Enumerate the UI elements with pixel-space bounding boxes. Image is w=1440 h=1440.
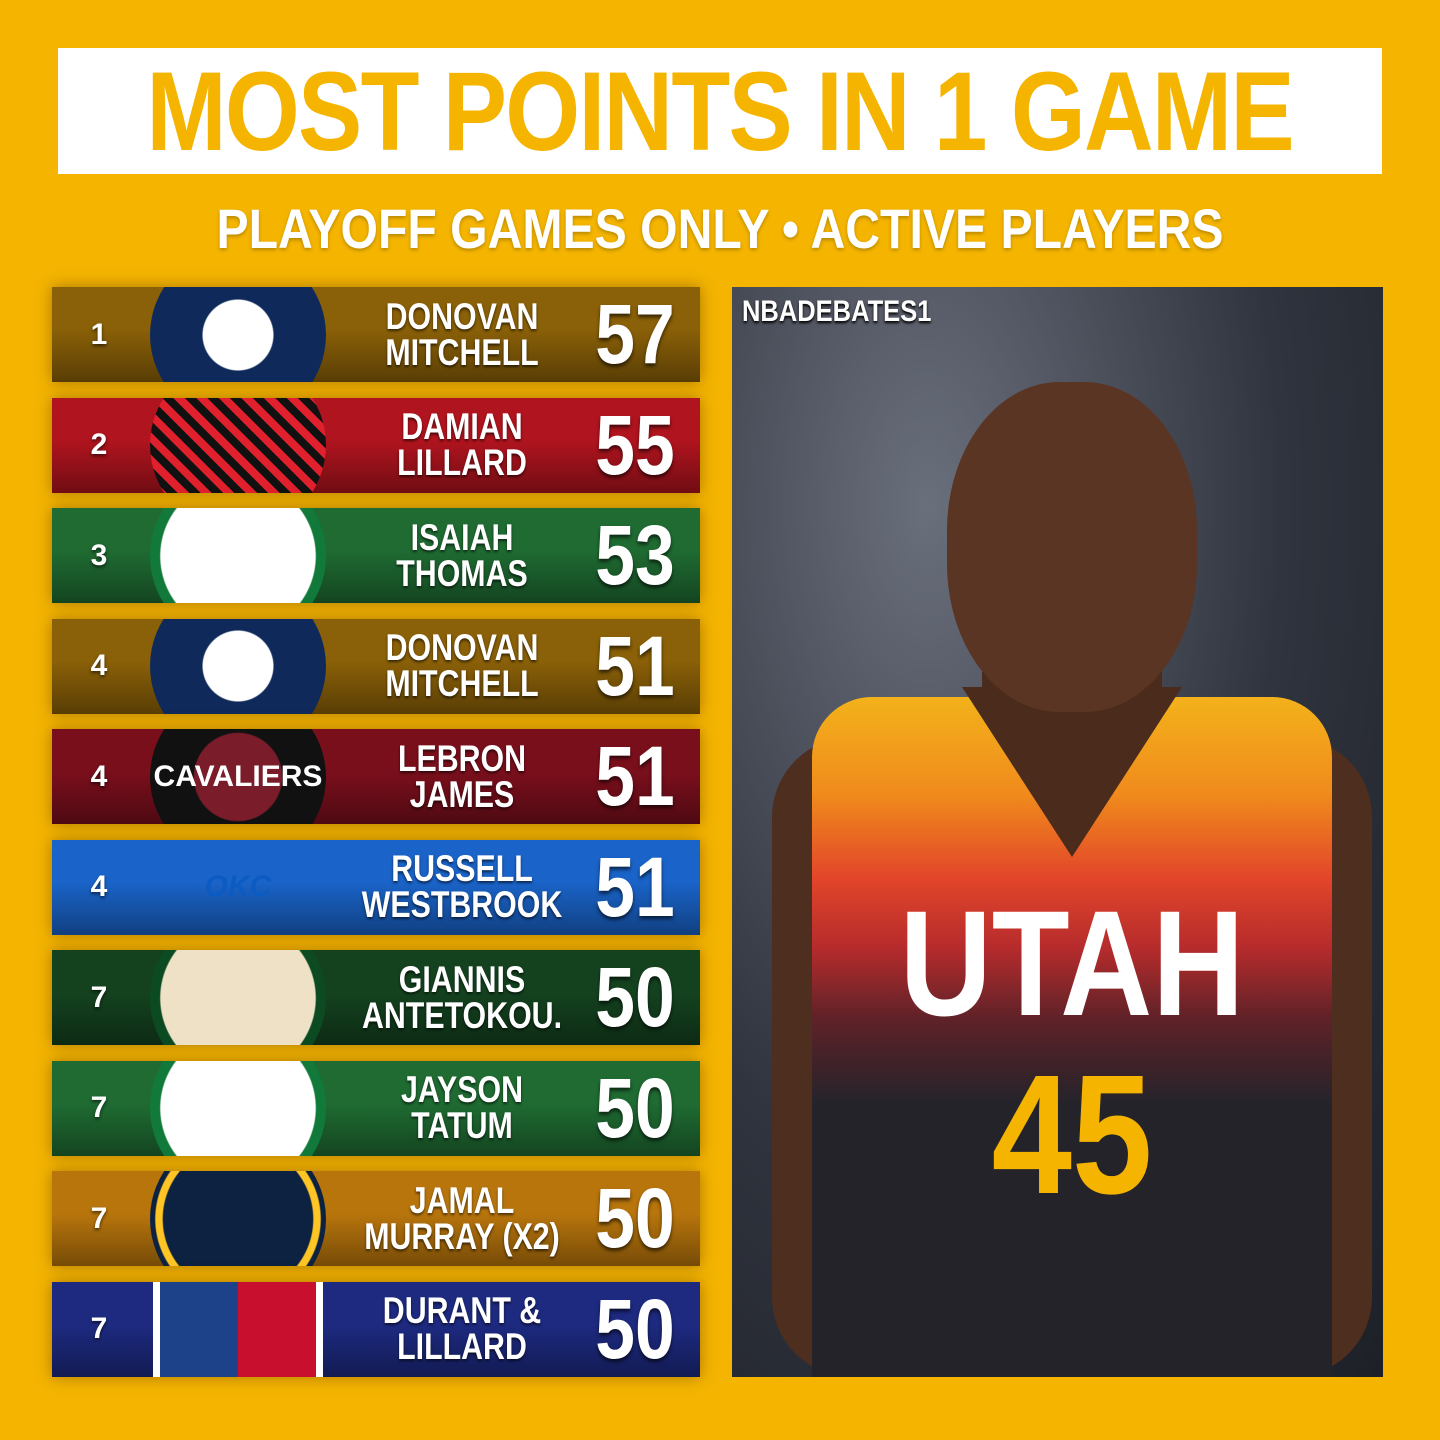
first-name: DURANT & bbox=[382, 1290, 542, 1331]
points: 51 bbox=[595, 839, 675, 934]
page-title: MOST POINTS IN 1 GAME bbox=[146, 48, 1295, 174]
last-name: MURRAY (X2) bbox=[364, 1215, 560, 1257]
subtitle: PLAYOFF GAMES ONLY • ACTIVE PLAYERS bbox=[216, 197, 1224, 260]
first-name: DONOVAN bbox=[385, 627, 539, 668]
nuggets-logo-icon bbox=[150, 1171, 326, 1266]
last-name: THOMAS bbox=[396, 552, 528, 594]
leaderboard-row: 7 GIANNIS ANTETOKOU. 50 bbox=[52, 950, 700, 1045]
player-name: DURANT & LILLARD bbox=[364, 1282, 561, 1377]
points: 50 bbox=[595, 1281, 675, 1376]
rank: 4 bbox=[90, 870, 108, 903]
player-name: DONOVAN MITCHELL bbox=[364, 287, 561, 382]
player-name: DAMIAN LILLARD bbox=[364, 398, 561, 493]
last-name: WESTBROOK bbox=[361, 884, 563, 925]
first-name: GIANNIS bbox=[398, 958, 526, 1000]
first-name: JAMAL bbox=[409, 1179, 515, 1221]
nba-logo-icon bbox=[150, 1281, 326, 1377]
leaderboard-row: 4 DONOVAN MITCHELL 51 bbox=[52, 618, 700, 714]
last-name: MITCHELL bbox=[385, 331, 539, 373]
rank: 3 bbox=[90, 538, 108, 572]
celtics-logo-icon bbox=[150, 508, 326, 603]
jersey: UTAH 45 bbox=[812, 687, 1332, 1377]
bucks-logo-icon bbox=[150, 950, 326, 1045]
watermark: NBADEBATES1 bbox=[742, 295, 932, 328]
points: 57 bbox=[595, 287, 675, 381]
first-name: DONOVAN bbox=[385, 295, 539, 337]
title-banner: MOST POINTS IN 1 GAME bbox=[58, 48, 1382, 174]
cavaliers-logo-icon: CAVALIERS bbox=[150, 729, 326, 824]
first-name: LEBRON bbox=[397, 737, 527, 779]
leaderboard-row: 7 JAMAL MURRAY (X2) 50 bbox=[52, 1171, 700, 1266]
rank: 4 bbox=[90, 649, 108, 682]
blazers-logo-icon bbox=[150, 397, 326, 493]
rank: 1 bbox=[90, 317, 108, 351]
points: 53 bbox=[595, 508, 675, 602]
leaderboard-row: 7 JAYSON TATUM 50 bbox=[52, 1060, 700, 1156]
last-name: JAMES bbox=[409, 773, 515, 815]
player-photo: UTAH 45 NBADEBATES1 bbox=[732, 287, 1383, 1377]
last-name: LILLARD bbox=[397, 1326, 527, 1367]
points: 51 bbox=[595, 618, 675, 713]
collar bbox=[962, 687, 1182, 857]
leaderboard-row: 2 DAMIAN LILLARD 55 bbox=[52, 397, 700, 493]
leaderboard-row: 3 ISAIAH THOMAS 53 bbox=[52, 508, 700, 603]
points: 50 bbox=[595, 1171, 675, 1265]
leaderboard-row: 7 DURANT & LILLARD 50 bbox=[52, 1281, 700, 1377]
points: 55 bbox=[595, 397, 675, 492]
points: 50 bbox=[595, 1060, 675, 1155]
rank: 4 bbox=[90, 759, 108, 793]
player-name: LEBRON JAMES bbox=[364, 729, 561, 824]
jersey-text: UTAH bbox=[899, 879, 1245, 1047]
jazz-logo-icon bbox=[150, 287, 326, 382]
points: 51 bbox=[595, 729, 675, 823]
jazz-logo-icon bbox=[150, 618, 326, 714]
first-name: DAMIAN bbox=[401, 406, 523, 447]
last-name: TATUM bbox=[411, 1105, 513, 1146]
player-name: RUSSELL WESTBROOK bbox=[361, 840, 563, 935]
player-name: JAMAL MURRAY (X2) bbox=[364, 1171, 561, 1266]
rank: 2 bbox=[90, 428, 108, 461]
leaderboard-row: 1 DONOVAN MITCHELL 57 bbox=[52, 287, 700, 382]
first-name: RUSSELL bbox=[391, 848, 533, 889]
last-name: LILLARD bbox=[397, 442, 527, 483]
celtics-logo-icon bbox=[150, 1060, 326, 1156]
last-name: MITCHELL bbox=[385, 663, 539, 704]
first-name: ISAIAH bbox=[410, 516, 514, 558]
last-name: ANTETOKOU. bbox=[361, 994, 563, 1036]
first-name: JAYSON bbox=[400, 1069, 523, 1110]
leaderboard-row: 4 CAVALIERS LEBRON JAMES 51 bbox=[52, 729, 700, 824]
player-name: JAYSON TATUM bbox=[364, 1061, 561, 1156]
player-name: DONOVAN MITCHELL bbox=[364, 619, 561, 714]
rank: 7 bbox=[90, 1312, 108, 1345]
player-head bbox=[947, 382, 1197, 712]
rank: 7 bbox=[90, 1091, 108, 1124]
player-name: ISAIAH THOMAS bbox=[364, 508, 561, 603]
player-name: GIANNIS ANTETOKOU. bbox=[361, 950, 563, 1045]
leaderboard-row: 4 OKC RUSSELL WESTBROOK 51 bbox=[52, 839, 700, 935]
rank: 7 bbox=[90, 980, 108, 1014]
rank: 7 bbox=[90, 1201, 108, 1235]
points: 50 bbox=[595, 950, 675, 1044]
okc-logo-icon: OKC bbox=[204, 870, 272, 903]
jersey-number: 45 bbox=[991, 1040, 1153, 1230]
